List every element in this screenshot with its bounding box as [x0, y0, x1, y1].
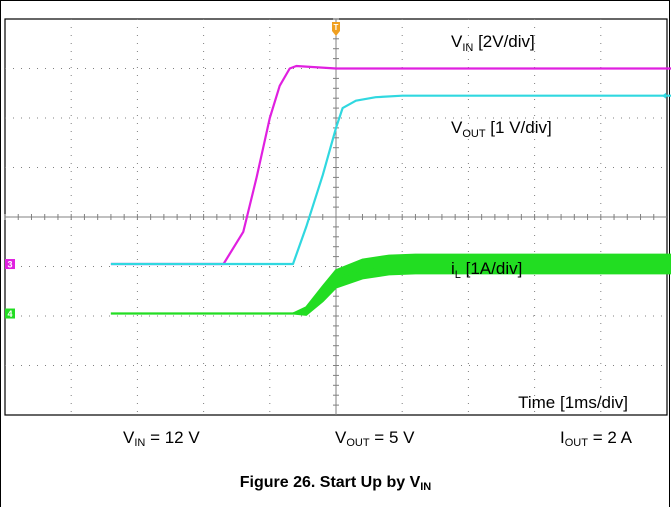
grid: [4, 18, 668, 416]
level-marker-icon: [662, 92, 666, 99]
time-base-label: Time [1ms/div]: [518, 393, 628, 412]
series-line-il: [110, 262, 671, 315]
oscilloscope-chart: VIN [2V/div] VOUT [1 V/div] iL [1A/div] …: [4, 18, 671, 416]
trigger-marker-label: T: [334, 23, 339, 32]
condition-iout: IOUT = 2 A: [560, 428, 632, 449]
series-label-il: iL [1A/div]: [451, 259, 522, 281]
condition-vout: VOUT = 5 V: [335, 428, 415, 449]
channel-marker-ch4-icon: [5, 308, 15, 319]
labels: VIN [2V/div] VOUT [1 V/div] iL [1A/div] …: [451, 32, 628, 412]
markers: T 3 4: [5, 22, 666, 319]
series-line-vin: [110, 64, 671, 266]
channel-marker-ch4-label: 4: [7, 309, 12, 319]
trigger-marker-icon: [332, 22, 340, 31]
series-band-il: [110, 253, 671, 316]
traces: [110, 64, 671, 316]
trigger-marker-arrow: [332, 31, 340, 36]
condition-vin: VIN = 12 V: [123, 428, 200, 449]
channel-marker-ch3-icon: [5, 259, 15, 270]
channel-marker-ch3-label: 3: [7, 260, 12, 270]
series-line-vout: [110, 94, 671, 266]
series-label-vin: VIN [2V/div]: [451, 32, 535, 54]
series-label-vout: VOUT [1 V/div]: [451, 118, 552, 140]
figure-caption: Figure 26. Start Up by VIN: [239, 474, 432, 493]
